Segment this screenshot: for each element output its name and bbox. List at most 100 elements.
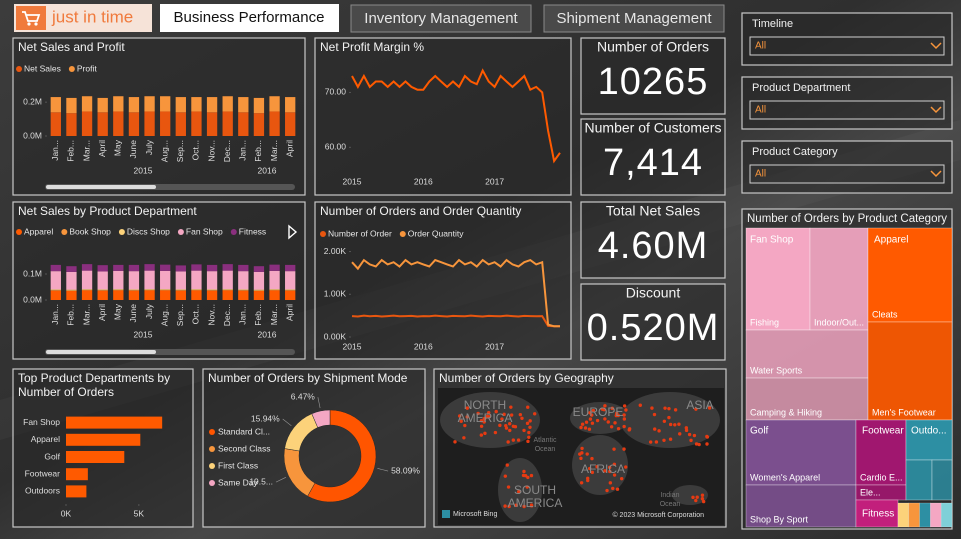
x-tick-label: Aug...: [159, 304, 169, 326]
treemap-cell[interactable]: [867, 227, 953, 323]
x-tick-label: Mar...: [269, 304, 279, 325]
treemap-group-label: Outdo...: [911, 426, 947, 437]
map-dot: [509, 405, 513, 409]
bar-segment: [175, 97, 186, 113]
bar-segment: [269, 289, 280, 291]
treemap-cell[interactable]: [867, 321, 953, 421]
x-tick-label: 2016: [414, 341, 433, 351]
map-dot: [523, 474, 528, 478]
filter-dropdown[interactable]: [749, 100, 945, 120]
treemap-cell[interactable]: [855, 499, 899, 528]
y-tick-label: Footwear: [25, 468, 61, 478]
x-tick-label: 0K: [61, 508, 72, 518]
map-dot: [500, 417, 504, 421]
bar-segment: [144, 270, 155, 290]
filter-value[interactable]: All: [755, 105, 766, 116]
map-dot: [624, 465, 628, 469]
tab-label[interactable]: Business Performance: [174, 9, 325, 26]
bar-segment: [66, 97, 77, 114]
treemap-cell[interactable]: [745, 329, 869, 379]
bar-segment: [97, 271, 108, 290]
filter-dropdown[interactable]: [749, 164, 945, 184]
treemap-cell[interactable]: [745, 227, 811, 331]
map-dot: [463, 423, 467, 428]
map-dot: [590, 413, 594, 417]
x-tick-label: Dec...: [222, 304, 232, 326]
bar-segment: [128, 290, 140, 300]
bar: [66, 416, 163, 429]
tab-active[interactable]: [160, 4, 339, 32]
bar-segment: [238, 264, 249, 272]
bar-segment: [269, 264, 280, 271]
bar-segment: [269, 290, 280, 300]
treemap-cell[interactable]: [809, 227, 869, 331]
treemap-cell[interactable]: [905, 419, 953, 461]
chart-title: Net Profit Margin %: [320, 40, 424, 54]
treemap-cell[interactable]: [931, 459, 953, 501]
map-dot: [603, 469, 607, 473]
map-dot: [517, 489, 521, 494]
treemap-cell[interactable]: [745, 484, 857, 528]
tab[interactable]: [350, 4, 532, 33]
bar-segment: [253, 290, 265, 300]
x-tick-label: Jan...: [50, 140, 60, 161]
chevron: [930, 106, 942, 114]
bar-segment: [175, 290, 186, 300]
treemap-cell[interactable]: [905, 459, 933, 501]
map-dot: [606, 420, 610, 424]
card-title: Number of Orders: [597, 39, 709, 55]
cart-wheel: [27, 22, 31, 26]
bar-segment: [97, 112, 108, 136]
bar-segment: [81, 270, 93, 290]
tab-label[interactable]: Inventory Management: [364, 10, 518, 27]
tab-label[interactable]: Shipment Management: [556, 10, 712, 27]
map-dot: [590, 456, 594, 461]
bar-segment: [128, 290, 140, 291]
treemap-cell[interactable]: [745, 377, 869, 421]
map-dot: [459, 419, 463, 423]
line: [351, 258, 560, 328]
x-tick-label: Nov...: [206, 140, 216, 162]
map-dot: [608, 481, 613, 485]
x-tick-label: April: [97, 304, 107, 321]
bar-segment: [128, 271, 140, 290]
logo-text: just in time: [51, 7, 133, 26]
y-tick-label: 0.1M: [23, 268, 42, 278]
map-dot: [579, 481, 584, 485]
filter-dropdown[interactable]: [749, 36, 945, 56]
leader-line: [282, 418, 292, 427]
map-dot: [616, 426, 621, 431]
card-value: 10265: [598, 61, 709, 103]
filter-value[interactable]: All: [755, 41, 766, 52]
legend-next-arrow[interactable]: [288, 224, 298, 240]
map-dot: [662, 419, 667, 423]
bar-segment: [66, 290, 77, 291]
bar-segment: [160, 289, 171, 291]
map-dot: [476, 411, 480, 416]
bar: [66, 433, 141, 446]
map-dot: [707, 406, 712, 410]
bar-segment: [285, 112, 296, 136]
map-dot: [612, 462, 617, 467]
bar-segment: [66, 266, 77, 272]
map-dot: [528, 425, 532, 429]
legend-marker: [61, 229, 68, 235]
treemap-cell[interactable]: [745, 419, 857, 486]
data-label: 19.5...: [249, 476, 273, 486]
bar-segment: [175, 289, 186, 291]
map-dot: [624, 408, 628, 412]
map-dot: [588, 417, 593, 421]
scrollbar-thumb[interactable]: [46, 350, 156, 354]
map-dot: [614, 413, 618, 418]
bar-segment: [285, 290, 296, 291]
filter-value[interactable]: All: [755, 169, 766, 180]
map-dot: [700, 493, 705, 497]
treemap-small-cell: [940, 502, 953, 528]
bar-segment: [238, 112, 249, 136]
scrollbar-thumb[interactable]: [46, 185, 156, 189]
map-dot: [580, 422, 585, 426]
treemap-label: Water Sports: [750, 365, 803, 375]
tab[interactable]: [543, 4, 725, 33]
map-dot: [673, 408, 678, 412]
map-label: NORTH AMERICA: [458, 398, 513, 425]
